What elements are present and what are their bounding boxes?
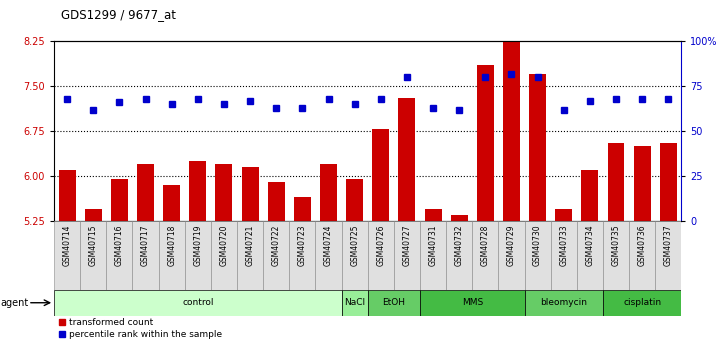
Bar xyxy=(551,221,577,290)
Text: GSM40735: GSM40735 xyxy=(611,224,621,266)
Text: GSM40716: GSM40716 xyxy=(115,224,124,266)
Bar xyxy=(399,98,415,221)
Bar xyxy=(289,221,316,290)
Bar xyxy=(368,221,394,290)
Legend: transformed count, percentile rank within the sample: transformed count, percentile rank withi… xyxy=(58,318,221,339)
Text: GSM40724: GSM40724 xyxy=(324,224,333,266)
Text: GSM40733: GSM40733 xyxy=(559,224,568,266)
Bar xyxy=(346,179,363,221)
Bar xyxy=(80,221,107,290)
Text: GSM40723: GSM40723 xyxy=(298,224,307,266)
Bar xyxy=(581,170,598,221)
Text: GSM40715: GSM40715 xyxy=(89,224,98,266)
Bar xyxy=(190,161,206,221)
Bar xyxy=(451,215,468,221)
Bar xyxy=(211,221,237,290)
Bar xyxy=(133,221,159,290)
Text: control: control xyxy=(182,298,213,307)
Bar xyxy=(137,164,154,221)
Text: GSM40730: GSM40730 xyxy=(533,224,542,266)
Bar xyxy=(54,221,80,290)
Bar xyxy=(420,221,446,290)
Text: GSM40714: GSM40714 xyxy=(63,224,71,266)
Bar xyxy=(111,179,128,221)
Bar xyxy=(372,129,389,221)
Bar xyxy=(320,164,337,221)
Bar xyxy=(608,143,624,221)
Bar xyxy=(237,221,263,290)
Text: GSM40720: GSM40720 xyxy=(219,224,229,266)
Bar xyxy=(294,197,311,221)
Text: GSM40717: GSM40717 xyxy=(141,224,150,266)
Text: GSM40736: GSM40736 xyxy=(637,224,647,266)
Text: GSM40728: GSM40728 xyxy=(481,224,490,266)
Bar xyxy=(315,221,342,290)
Bar xyxy=(420,290,524,316)
Bar xyxy=(185,221,211,290)
Bar xyxy=(524,290,603,316)
Bar xyxy=(216,164,232,221)
Text: GSM40719: GSM40719 xyxy=(193,224,203,266)
Bar xyxy=(660,143,677,221)
Text: GSM40729: GSM40729 xyxy=(507,224,516,266)
Bar xyxy=(58,170,76,221)
Bar xyxy=(529,74,546,221)
Text: GSM40727: GSM40727 xyxy=(402,224,412,266)
Text: GSM40732: GSM40732 xyxy=(455,224,464,266)
Text: GSM40731: GSM40731 xyxy=(428,224,438,266)
Bar xyxy=(159,221,185,290)
Bar xyxy=(107,221,133,290)
Bar xyxy=(555,209,572,221)
Text: agent: agent xyxy=(0,298,28,308)
Text: EtOH: EtOH xyxy=(382,298,405,307)
Bar xyxy=(425,209,441,221)
Bar xyxy=(634,146,650,221)
Bar xyxy=(603,221,629,290)
Bar xyxy=(263,221,289,290)
Bar xyxy=(655,221,681,290)
Bar xyxy=(342,221,368,290)
Bar xyxy=(267,182,285,221)
Bar xyxy=(524,221,551,290)
Text: GSM40725: GSM40725 xyxy=(350,224,359,266)
Text: MMS: MMS xyxy=(461,298,483,307)
Bar xyxy=(498,221,524,290)
Text: GSM40734: GSM40734 xyxy=(585,224,594,266)
Bar xyxy=(242,167,259,221)
Bar xyxy=(54,290,342,316)
Text: GSM40721: GSM40721 xyxy=(246,224,255,266)
Text: GSM40718: GSM40718 xyxy=(167,224,176,266)
Bar xyxy=(163,185,180,221)
Bar xyxy=(446,221,472,290)
Bar xyxy=(603,290,681,316)
Text: cisplatin: cisplatin xyxy=(623,298,661,307)
Bar xyxy=(394,221,420,290)
Bar xyxy=(629,221,655,290)
Bar xyxy=(577,221,603,290)
Text: NaCl: NaCl xyxy=(344,298,366,307)
Text: GSM40726: GSM40726 xyxy=(376,224,385,266)
Text: GSM40722: GSM40722 xyxy=(272,224,280,266)
Bar xyxy=(85,209,102,221)
Bar xyxy=(477,65,494,221)
Bar xyxy=(342,290,368,316)
Bar xyxy=(368,290,420,316)
Text: bleomycin: bleomycin xyxy=(540,298,587,307)
Bar xyxy=(472,221,498,290)
Text: GSM40737: GSM40737 xyxy=(664,224,673,266)
Text: GDS1299 / 9677_at: GDS1299 / 9677_at xyxy=(61,8,177,21)
Bar xyxy=(503,33,520,221)
